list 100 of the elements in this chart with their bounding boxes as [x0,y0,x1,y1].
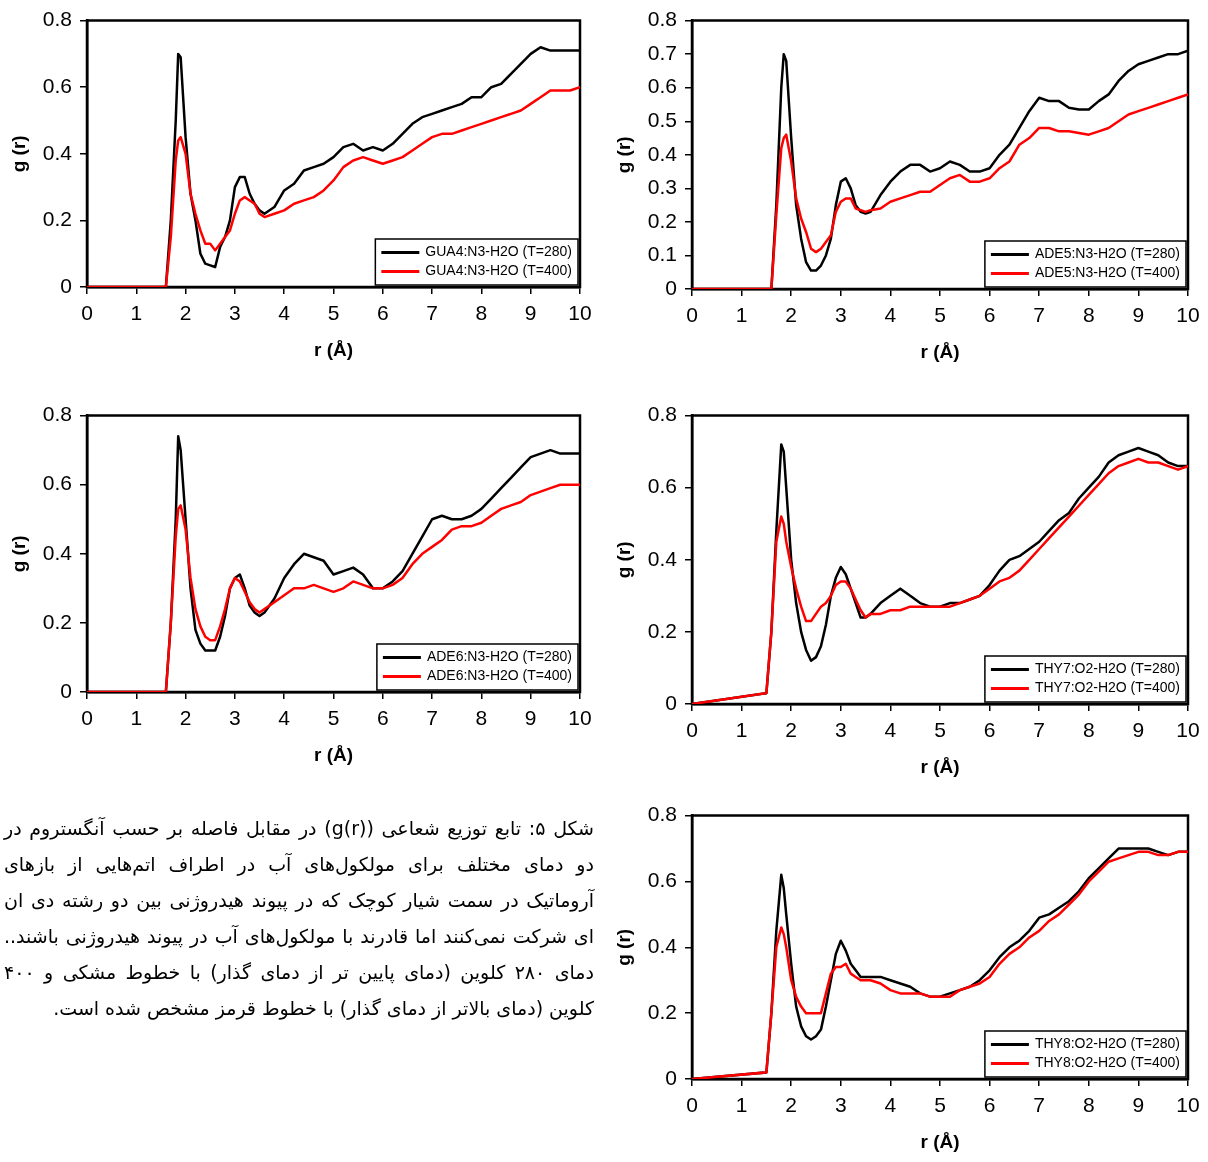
legend-label: THY8:O2-H2O (T=280) [1034,1035,1181,1052]
x-tick-label: 8 [1082,303,1095,327]
legend-label: THY8:O2-H2O (T=400) [1034,1054,1181,1071]
x-tick-label: 0 [81,301,93,325]
x-tick-label: 2 [785,303,798,327]
x-tick-label: 7 [426,301,438,325]
x-tick-label: 3 [834,718,847,742]
y-tick-label: 0.6 [42,74,72,97]
x-tick-label: 8 [475,706,488,730]
x-tick-label: 2 [179,301,192,325]
x-tick-label: 7 [426,706,438,730]
x-tick-label: 5 [934,303,946,327]
x-tick-label: 0 [686,718,698,742]
legend-label: GUA4:N3-H2O (T=400) [425,262,573,279]
x-tick-label: 7 [1033,718,1046,742]
y-tick-label: 0.3 [647,175,677,199]
y-tick-label: 0.6 [647,868,677,892]
y-tick-label: 0.2 [647,208,677,232]
y-tick-label: 0.6 [647,474,677,498]
x-tick-label: 3 [229,301,241,325]
x-tick-label: 10 [568,301,592,325]
y-tick-label: 0.2 [42,207,72,231]
y-tick-label: 0.4 [647,546,678,570]
x-tick-label: 9 [1132,718,1145,742]
y-tick-label: 0 [60,273,72,297]
x-axis-title: r (Å) [313,338,354,360]
legend-label: THY7:O2-H2O (T=280) [1034,660,1181,677]
x-tick-label: 9 [524,706,537,730]
y-tick-label: 0.5 [647,108,677,132]
y-tick-label: 0.4 [42,540,73,564]
x-tick-label: 1 [735,303,748,327]
y-tick-label: 0.8 [647,7,677,31]
x-tick-label: 6 [376,706,389,730]
x-tick-label: 9 [1132,1093,1145,1117]
x-tick-label: 6 [983,1093,996,1117]
x-tick-label: 6 [983,303,996,327]
y-tick-label: 0 [665,690,677,714]
x-tick-label: 3 [834,1093,847,1117]
y-tick-label: 0.2 [647,999,677,1023]
y-axis-title: g (r) [612,541,634,579]
legend-label: THY7:O2-H2O (T=400) [1034,679,1181,696]
x-tick-label: 0 [686,1093,698,1117]
y-tick-label: 0.1 [647,242,677,266]
x-tick-label: 9 [1132,303,1145,327]
x-tick-label: 2 [785,1093,798,1117]
x-tick-label: 8 [1082,718,1095,742]
x-tick-label: 7 [1033,303,1046,327]
x-axis-title: r (Å) [920,1130,960,1152]
x-tick-label: 4 [884,1093,897,1117]
x-tick-label: 4 [884,718,897,742]
x-tick-label: 6 [376,301,389,325]
x-tick-label: 7 [1033,1093,1046,1117]
legend-label: ADE5:N3-H2O (T=280) [1034,245,1180,262]
x-axis-title: r (Å) [920,755,960,777]
y-tick-label: 0.8 [42,402,72,426]
y-tick-label: 0.2 [647,618,677,642]
y-tick-label: 0 [665,275,677,299]
y-tick-label: 0.4 [42,140,73,164]
y-axis-title: g (r) [7,135,29,173]
x-tick-label: 1 [735,718,748,742]
y-tick-label: 0.8 [647,802,677,826]
x-tick-label: 6 [983,718,996,742]
x-tick-label: 1 [130,706,143,730]
text: شکل ۵: تابع توزیع شعاعی (g(r)) در مقابل فاصله بر حسب آنگستروم در دو دمای مختلف برای مولکول‌های آب در اطراف اتم‌هایی از بازهای آروماتیک در سمت شیار کوچک که در پیوند هیدروژنی بین دو رشته دی ان ای شرکت نمی‌کنند اما قادرند با مولکول‌های آب در پیوند هیدروژنی باشند.. دمای ۲۸۰ کلوین (دمای پایین تر از دمای گذار) با خطوط مشکی و ۴۰۰ کلوین (دمای بالاتر از دمای گذار) با خطوط قرمز مشخص شده است. [4,816,594,1022]
legend-label: ADE6:N3-H2O (T=280) [426,648,572,665]
x-tick-label: 3 [834,303,847,327]
y-tick-label: 0.6 [647,74,677,98]
x-tick-label: 4 [278,301,291,325]
y-tick-label: 0.8 [647,402,677,426]
y-tick-label: 0.6 [42,471,72,495]
x-axis-title: r (Å) [313,743,354,765]
x-tick-label: 2 [179,706,192,730]
x-tick-label: 10 [1176,1093,1200,1117]
x-tick-label: 5 [934,718,946,742]
y-axis-title: g (r) [7,535,29,573]
y-axis-title: g (r) [612,928,634,966]
legend-label: ADE5:N3-H2O (T=400) [1034,264,1180,281]
y-tick-label: 0 [665,1065,677,1089]
y-tick-label: 0.4 [647,141,678,165]
legend-label: ADE6:N3-H2O (T=400) [426,667,572,684]
x-tick-label: 10 [1176,718,1200,742]
x-tick-label: 5 [934,1093,946,1117]
x-tick-label: 8 [1082,1093,1095,1117]
y-tick-label: 0.2 [42,609,72,633]
x-tick-label: 5 [327,301,340,325]
x-tick-label: 3 [229,706,241,730]
y-tick-label: 0.8 [42,7,72,31]
x-tick-label: 1 [735,1093,748,1117]
x-tick-label: 5 [327,706,340,730]
x-tick-label: 10 [568,706,592,730]
x-tick-label: 1 [130,301,143,325]
y-axis-title: g (r) [612,136,634,174]
x-tick-label: 9 [524,301,537,325]
x-tick-label: 10 [1176,303,1200,327]
y-tick-label: 0.4 [647,934,678,958]
x-tick-label: 4 [884,303,897,327]
x-tick-label: 2 [785,718,798,742]
x-axis-title: r (Å) [920,340,960,362]
x-tick-label: 4 [278,706,291,730]
x-tick-label: 0 [686,303,698,327]
